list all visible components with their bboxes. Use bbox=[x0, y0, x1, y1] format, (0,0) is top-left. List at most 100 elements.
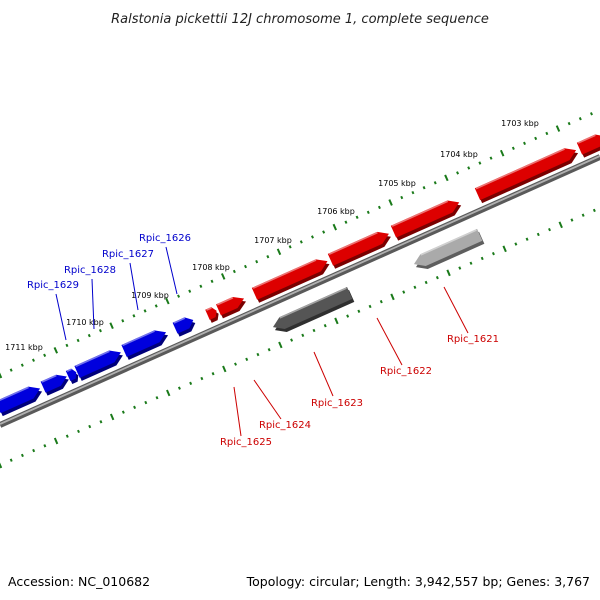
scale-label: 1704 kbp bbox=[440, 150, 478, 159]
inner-scale-tick bbox=[65, 434, 69, 438]
inner-scale-tick bbox=[548, 227, 551, 232]
gene-callout-line bbox=[253, 379, 282, 420]
inner-scale-tick bbox=[189, 381, 193, 386]
outer-scale-tick bbox=[555, 125, 561, 132]
gene-arrow bbox=[272, 286, 355, 333]
inner-scale-tick bbox=[446, 269, 451, 277]
gene-callout-line bbox=[91, 278, 95, 330]
inner-scale-tick bbox=[121, 410, 125, 414]
outer-scale-tick bbox=[299, 240, 303, 244]
outer-scale-tick bbox=[31, 358, 35, 362]
gene-callout-line bbox=[129, 262, 139, 311]
outer-scale-tick bbox=[344, 220, 348, 224]
gene-callout-line bbox=[165, 246, 178, 295]
outer-scale-tick bbox=[456, 171, 460, 175]
inner-scale-tick bbox=[222, 365, 227, 373]
outer-scale-tick bbox=[322, 230, 326, 234]
inner-scale-tick bbox=[525, 237, 529, 241]
outer-scale-tick bbox=[366, 210, 370, 215]
inner-scale-tick bbox=[514, 242, 518, 246]
inner-scale-tick bbox=[346, 314, 350, 318]
inner-scale-tick bbox=[570, 218, 574, 222]
scale-labels: 1703 kbp 1704 kbp 1705 kbp 1706 kbp 1707 kbp… bbox=[5, 119, 539, 352]
gene-arrow bbox=[327, 231, 391, 269]
scale-ticks bbox=[0, 112, 596, 469]
scale-label: 1711 kbp bbox=[5, 343, 43, 352]
inner-scale-tick bbox=[469, 261, 473, 265]
gene-label[interactable]: Rpic_1626 bbox=[139, 233, 191, 244]
outer-scale-tick bbox=[244, 264, 247, 269]
inner-scale-tick bbox=[368, 304, 372, 309]
scale-label: 1707 kbp bbox=[254, 236, 292, 245]
inner-scale-tick bbox=[357, 309, 361, 313]
map-title: Ralstonia pickettii 12J chromosome 1, co… bbox=[111, 12, 489, 27]
outer-scale-tick bbox=[534, 136, 538, 141]
gene-arrow bbox=[413, 228, 485, 270]
inner-scale-tick bbox=[290, 338, 294, 342]
inner-scale-tick bbox=[88, 424, 92, 429]
gene-callout-line bbox=[313, 351, 334, 397]
scale-label: 1703 kbp bbox=[501, 119, 539, 128]
inner-scale-tick bbox=[379, 299, 383, 304]
gene-arrow bbox=[65, 368, 79, 384]
gene-label[interactable]: Rpic_1621 bbox=[447, 334, 499, 345]
outer-scale-tick bbox=[377, 205, 381, 210]
outer-scale-tick bbox=[76, 338, 80, 343]
outer-scale-tick bbox=[411, 190, 415, 195]
outer-scale-tick bbox=[288, 245, 292, 249]
gene-arrow bbox=[205, 307, 219, 323]
inner-scale-tick bbox=[200, 376, 204, 381]
outer-scale-tick bbox=[545, 131, 549, 136]
gene-callout-line bbox=[376, 317, 403, 366]
outer-scale-tick bbox=[109, 322, 114, 330]
outer-scale-tick bbox=[388, 199, 393, 206]
outer-scale-tick bbox=[9, 368, 13, 372]
gene-label[interactable]: Rpic_1628 bbox=[64, 265, 116, 276]
gene-label[interactable]: Rpic_1624 bbox=[259, 420, 311, 431]
inner-scale-tick bbox=[234, 362, 237, 366]
genome-summary: Topology: circular; Length: 3,942,557 bp… bbox=[246, 574, 590, 589]
outer-scale-tick bbox=[43, 353, 47, 357]
gene-arrow bbox=[74, 350, 123, 381]
outer-scale-tick bbox=[199, 284, 203, 288]
inner-scale-tick bbox=[413, 285, 417, 289]
outer-scale-tick bbox=[355, 215, 359, 219]
inner-scale-tick bbox=[0, 462, 3, 469]
outer-scale-tick bbox=[53, 347, 59, 354]
inner-scale-tick bbox=[312, 328, 316, 333]
chromosome-backbone bbox=[0, 154, 600, 428]
gene-label[interactable]: Rpic_1629 bbox=[27, 280, 79, 291]
inner-scale-tick bbox=[390, 293, 395, 301]
outer-scale-tick bbox=[332, 223, 338, 231]
inner-scale-tick bbox=[20, 453, 24, 458]
scale-label: 1710 kbp bbox=[66, 318, 104, 327]
scale-label: 1705 kbp bbox=[378, 179, 416, 188]
gene-label[interactable]: Rpic_1622 bbox=[380, 366, 432, 377]
inner-scale-tick bbox=[267, 348, 271, 352]
outer-scale-tick bbox=[210, 279, 214, 284]
outer-scale-tick bbox=[98, 328, 102, 333]
inner-scale-tick bbox=[133, 405, 137, 410]
outer-scale-tick bbox=[165, 297, 170, 305]
inner-scale-tick bbox=[166, 389, 171, 397]
inner-scale-tick bbox=[536, 232, 540, 237]
gene-label[interactable]: Rpic_1627 bbox=[102, 249, 154, 260]
scale-label: 1709 kbp bbox=[131, 291, 169, 300]
gene-callout-line bbox=[443, 286, 469, 334]
outer-scale-tick bbox=[266, 255, 270, 259]
outer-scale-tick bbox=[310, 235, 314, 239]
outer-scale-tick bbox=[400, 195, 404, 200]
outer-scale-tick bbox=[589, 112, 593, 116]
scale-label: 1708 kbp bbox=[192, 263, 230, 272]
inner-scale-tick bbox=[491, 251, 495, 256]
outer-scale-tick bbox=[132, 314, 136, 318]
gene-arrow bbox=[40, 374, 69, 396]
inner-scale-tick bbox=[256, 352, 260, 357]
gene-label[interactable]: Rpic_1625 bbox=[220, 437, 272, 448]
outer-scale-tick bbox=[523, 141, 526, 146]
outer-scale-tick bbox=[177, 294, 181, 298]
outer-scale-tick bbox=[567, 121, 571, 126]
gene-arrow bbox=[251, 259, 330, 303]
gene-label[interactable]: Rpic_1623 bbox=[311, 398, 363, 409]
